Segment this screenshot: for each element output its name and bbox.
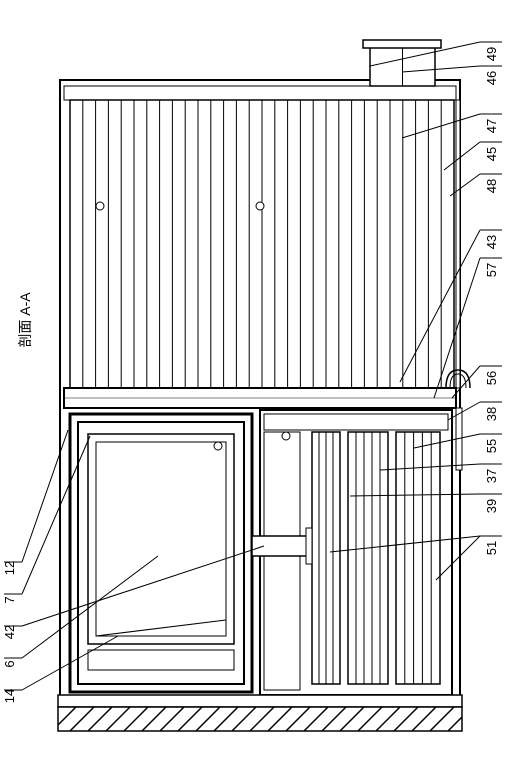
callout-38: 38 [484,407,499,421]
callout-56: 56 [484,371,499,385]
bottom-cap [58,695,462,707]
callout-45: 45 [484,147,499,161]
callout-7: 7 [2,596,17,603]
pipe [252,536,310,556]
callout-14: 14 [2,689,17,703]
section-diagram: 剖面 A-A 12 7 42 6 14 49 46 47 45 48 43 57 56 38 55 37 39 51 [0,0,520,759]
callout-51: 51 [484,541,499,555]
callout-37: 37 [484,469,499,483]
callout-55: 55 [484,439,499,453]
callout-57: 57 [484,263,499,277]
callout-39: 39 [484,499,499,513]
callout-12: 12 [2,561,17,575]
section-title: 剖面 A-A [17,292,33,348]
callout-48: 48 [484,179,499,193]
callout-46: 46 [484,71,499,85]
door-panel [96,442,226,636]
top-cap [64,86,456,100]
callout-43: 43 [484,235,499,249]
callout-6: 6 [2,660,17,667]
callout-42: 42 [2,625,17,639]
top-vent-cap [363,40,441,48]
callout-47: 47 [484,119,499,133]
callout-49: 49 [484,47,499,61]
